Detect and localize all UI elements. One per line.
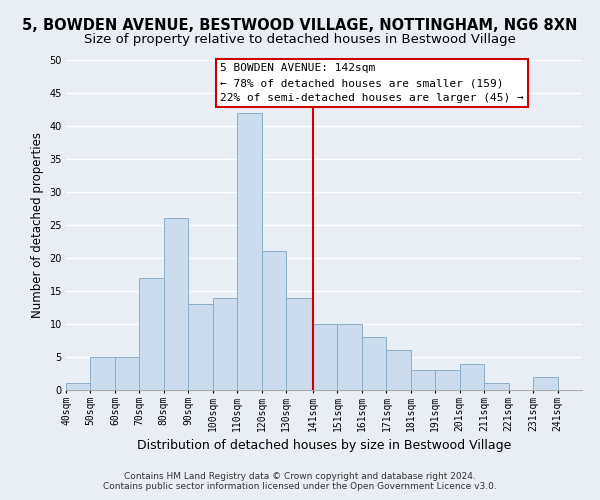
Bar [66,384,91,390]
Text: Size of property relative to detached houses in Bestwood Village: Size of property relative to detached ho… [84,32,516,46]
Bar [362,337,386,390]
Bar [337,324,362,390]
Text: Contains HM Land Registry data © Crown copyright and database right 2024.: Contains HM Land Registry data © Crown c… [124,472,476,481]
Bar [213,298,237,390]
Bar [533,377,557,390]
Text: 5 BOWDEN AVENUE: 142sqm
← 78% of detached houses are smaller (159)
22% of semi-d: 5 BOWDEN AVENUE: 142sqm ← 78% of detache… [220,64,524,103]
Bar [237,113,262,390]
Text: Contains public sector information licensed under the Open Government Licence v3: Contains public sector information licen… [103,482,497,491]
Bar [435,370,460,390]
Bar [91,357,115,390]
Bar [164,218,188,390]
Text: 5, BOWDEN AVENUE, BESTWOOD VILLAGE, NOTTINGHAM, NG6 8XN: 5, BOWDEN AVENUE, BESTWOOD VILLAGE, NOTT… [22,18,578,32]
Bar [386,350,411,390]
Bar [411,370,435,390]
Bar [115,357,139,390]
Bar [460,364,484,390]
X-axis label: Distribution of detached houses by size in Bestwood Village: Distribution of detached houses by size … [137,439,511,452]
Bar [484,384,509,390]
Bar [286,298,313,390]
Y-axis label: Number of detached properties: Number of detached properties [31,132,44,318]
Bar [313,324,337,390]
Bar [139,278,164,390]
Bar [262,252,286,390]
Bar [188,304,213,390]
